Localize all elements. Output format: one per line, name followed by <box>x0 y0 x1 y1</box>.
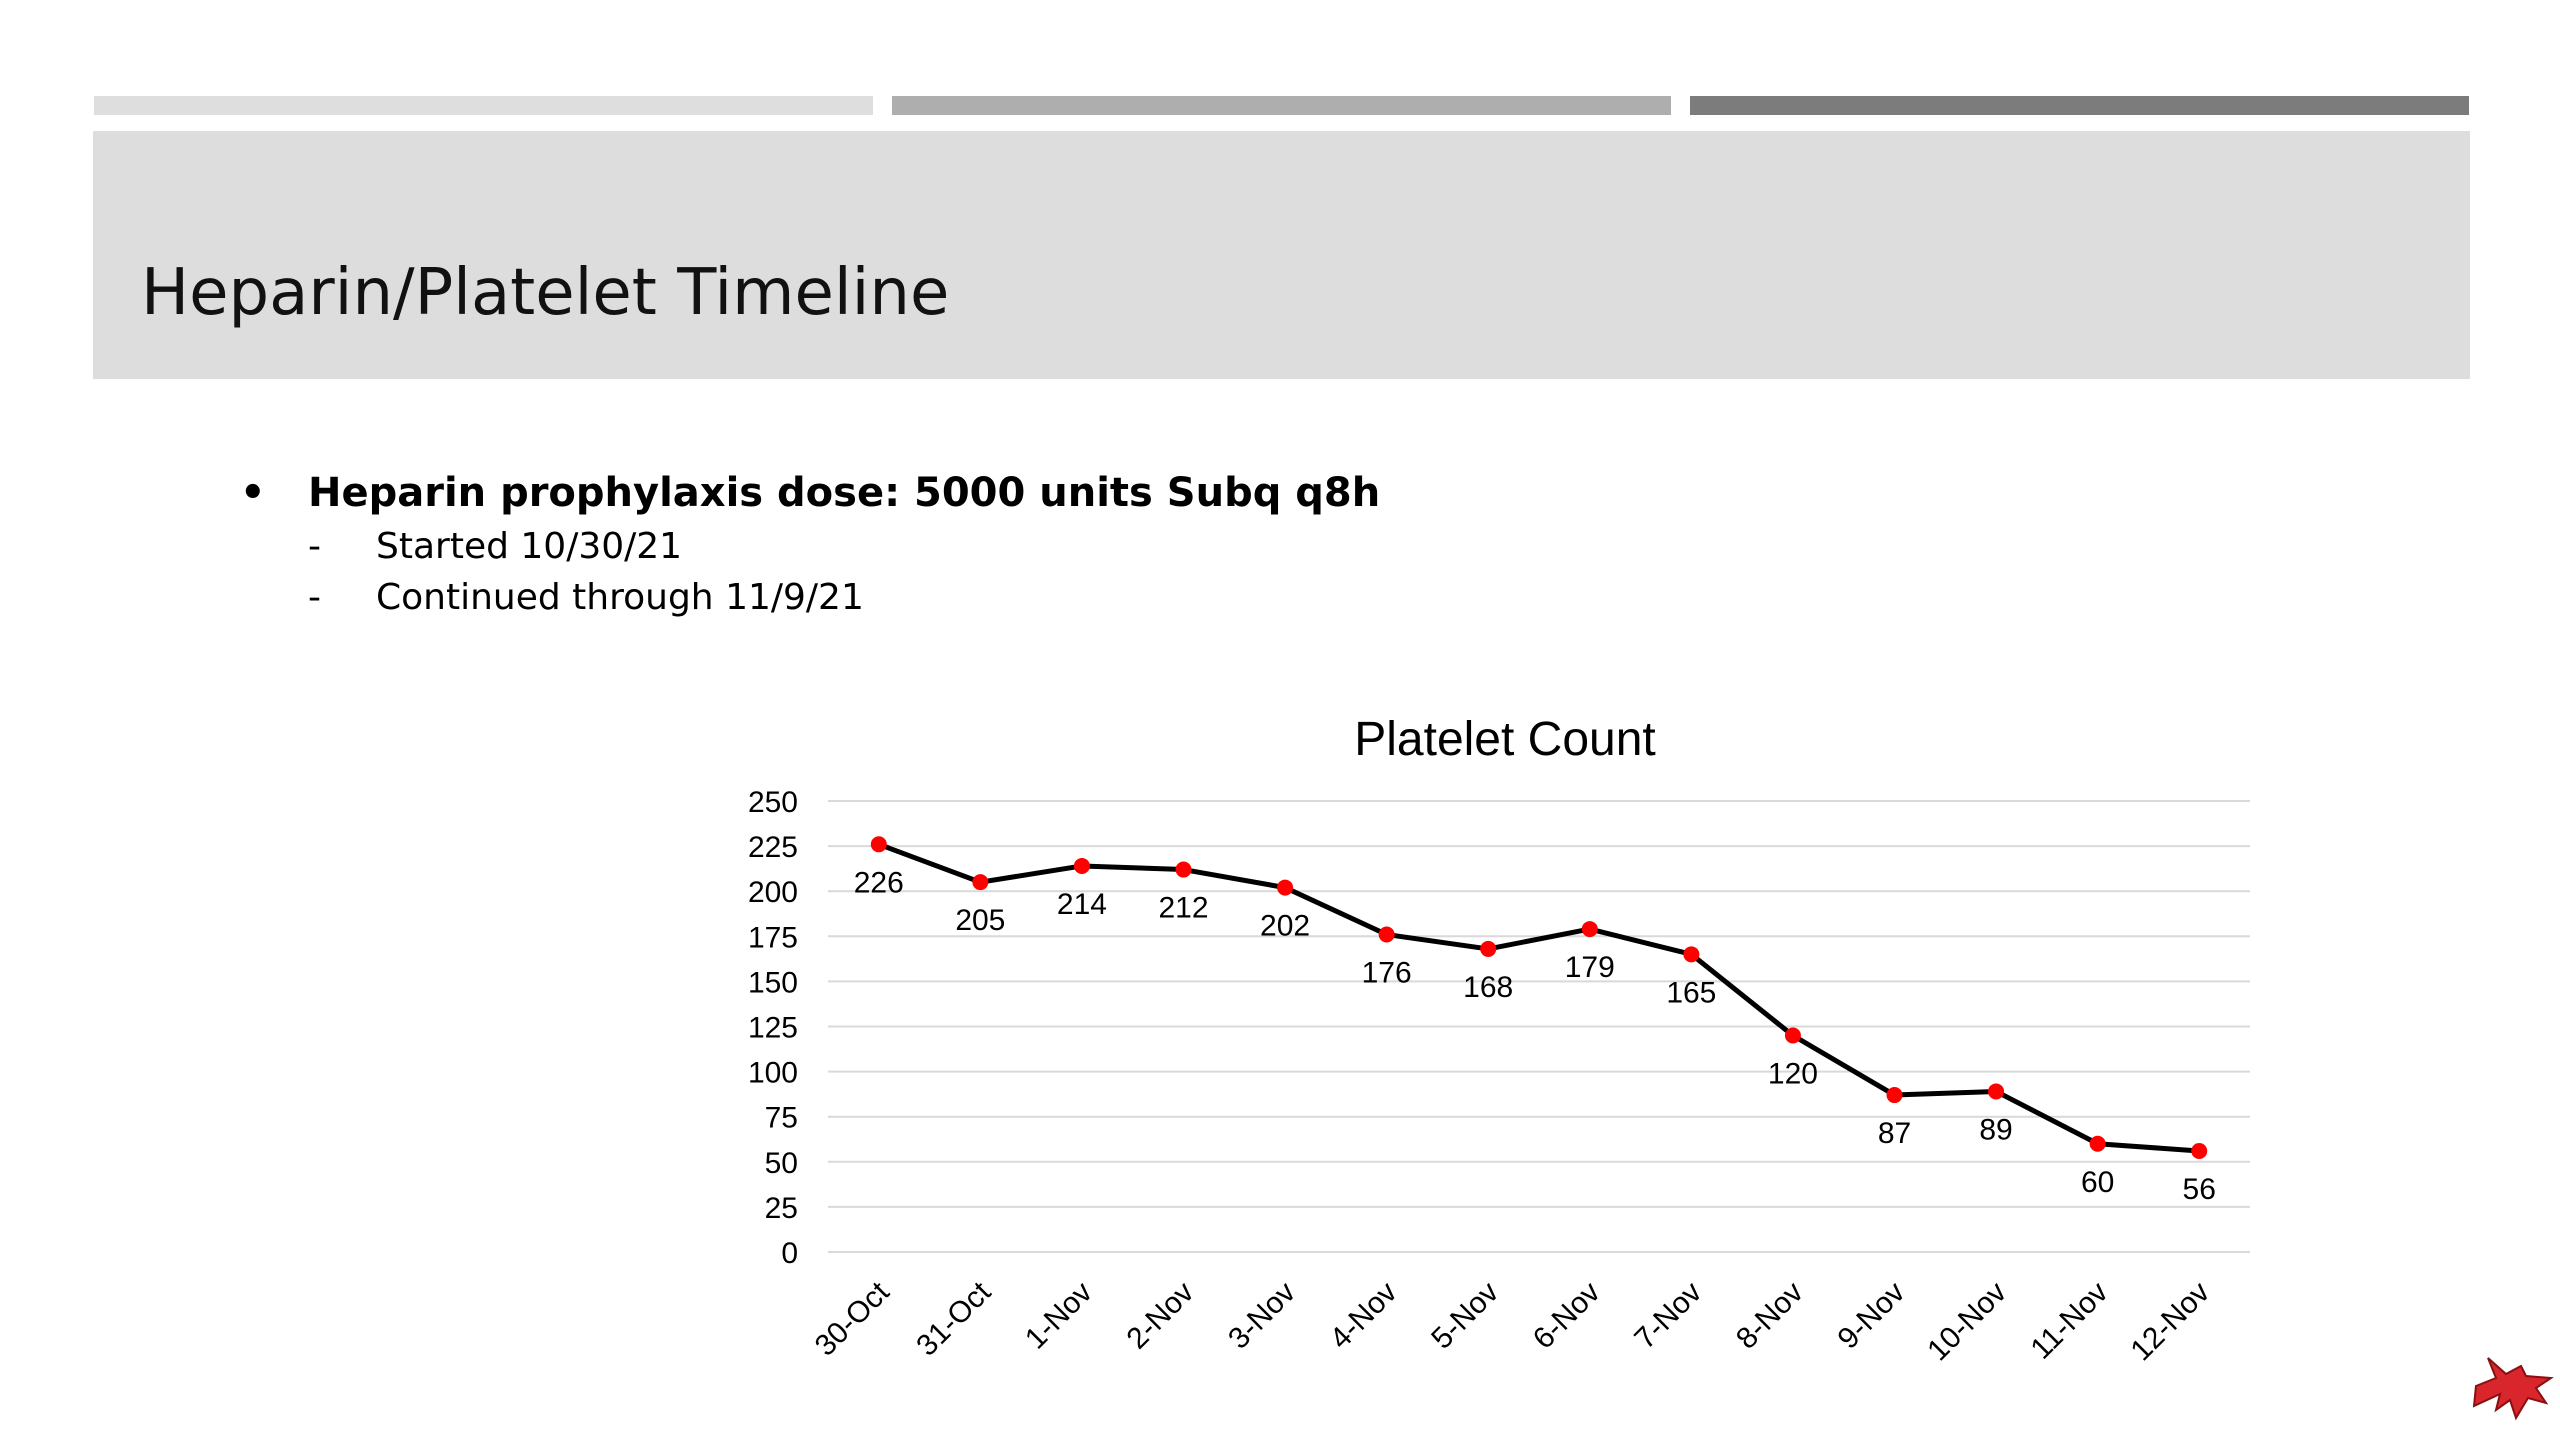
data-point <box>1073 857 1090 874</box>
sub-bullet-marker: - <box>308 526 321 567</box>
bullet-marker: • <box>240 470 266 516</box>
sub-bullet-text: Continued through 11/9/21 <box>376 577 864 618</box>
y-tick-label: 225 <box>748 831 798 864</box>
y-tick-label: 250 <box>748 786 798 819</box>
y-tick-label: 25 <box>765 1192 798 1225</box>
x-tick-label: 9-Nov <box>1832 1276 1912 1356</box>
y-tick-label: 75 <box>765 1102 798 1135</box>
x-tick-label: 5-Nov <box>1425 1276 1505 1356</box>
data-label: 120 <box>1768 1058 1818 1091</box>
sub-bullet-item: - Started 10/30/21 <box>308 526 1380 567</box>
x-tick-label: 7-Nov <box>1628 1276 1708 1356</box>
data-point <box>1378 926 1395 943</box>
y-tick-label: 125 <box>748 1012 798 1045</box>
y-tick-label: 200 <box>748 876 798 909</box>
series-line <box>877 841 2200 1154</box>
data-label: 226 <box>854 866 904 899</box>
data-label: 176 <box>1362 956 1412 989</box>
data-label: 214 <box>1057 888 1107 921</box>
x-tick-label: 8-Nov <box>1730 1276 1810 1356</box>
x-tick-label: 4-Nov <box>1324 1276 1404 1356</box>
title-accent-bar-mid <box>892 96 1671 115</box>
data-label: 60 <box>2081 1166 2114 1199</box>
x-tick-label: 12-Nov <box>2124 1276 2216 1368</box>
data-label: 202 <box>1260 910 1310 943</box>
sub-bullet-marker: - <box>308 577 321 618</box>
data-label: 168 <box>1463 971 1513 1004</box>
data-point <box>1683 946 1700 963</box>
y-tick-label: 100 <box>748 1057 798 1090</box>
bullet-text: Heparin prophylaxis dose: 5000 units Sub… <box>308 470 1381 516</box>
slide-title: Heparin/Platelet Timeline <box>141 256 950 330</box>
data-point <box>1886 1087 1903 1104</box>
x-tick-label: 2-Nov <box>1121 1276 1201 1356</box>
data-label: 89 <box>1979 1113 2012 1146</box>
data-label: 87 <box>1878 1117 1911 1150</box>
data-point <box>1480 940 1497 957</box>
data-point <box>2089 1135 2106 1152</box>
data-label: 205 <box>955 904 1005 937</box>
data-label: 212 <box>1158 892 1208 925</box>
data-label: 56 <box>2183 1173 2216 1206</box>
data-label: 179 <box>1565 951 1615 984</box>
data-point <box>1784 1027 1801 1044</box>
bullet-item: • Heparin prophylaxis dose: 5000 units S… <box>240 470 1380 516</box>
title-band: Heparin/Platelet Timeline <box>93 131 2470 379</box>
chart-title: Platelet Count <box>1354 713 1656 766</box>
x-tick-label: 10-Nov <box>1921 1276 2013 1368</box>
y-tick-label: 0 <box>781 1237 798 1270</box>
y-tick-label: 50 <box>765 1147 798 1180</box>
logo-icon <box>2472 1357 2554 1421</box>
data-point <box>972 874 989 891</box>
data-point <box>2191 1142 2208 1159</box>
data-point <box>1175 861 1192 878</box>
data-point <box>1988 1083 2005 1100</box>
x-tick-label: 31-Oct <box>910 1275 997 1362</box>
x-tick-label: 1-Nov <box>1019 1276 1099 1356</box>
title-accent-bar-dark <box>1690 96 2469 115</box>
data-point <box>870 836 887 853</box>
y-tick-label: 150 <box>748 966 798 999</box>
data-label: 165 <box>1666 976 1716 1009</box>
sub-bullet-item: - Continued through 11/9/21 <box>308 577 1380 618</box>
title-accent-bar-light <box>94 96 873 115</box>
data-point <box>1581 921 1598 938</box>
data-point <box>1277 879 1294 896</box>
sub-bullet-text: Started 10/30/21 <box>376 526 683 567</box>
x-tick-label: 30-Oct <box>809 1275 896 1362</box>
x-tick-label: 6-Nov <box>1527 1276 1607 1356</box>
y-tick-label: 175 <box>748 921 798 954</box>
bullet-list: • Heparin prophylaxis dose: 5000 units S… <box>240 470 1380 618</box>
x-tick-label: 11-Nov <box>2024 1276 2114 1366</box>
x-tick-label: 3-Nov <box>1222 1276 1302 1356</box>
